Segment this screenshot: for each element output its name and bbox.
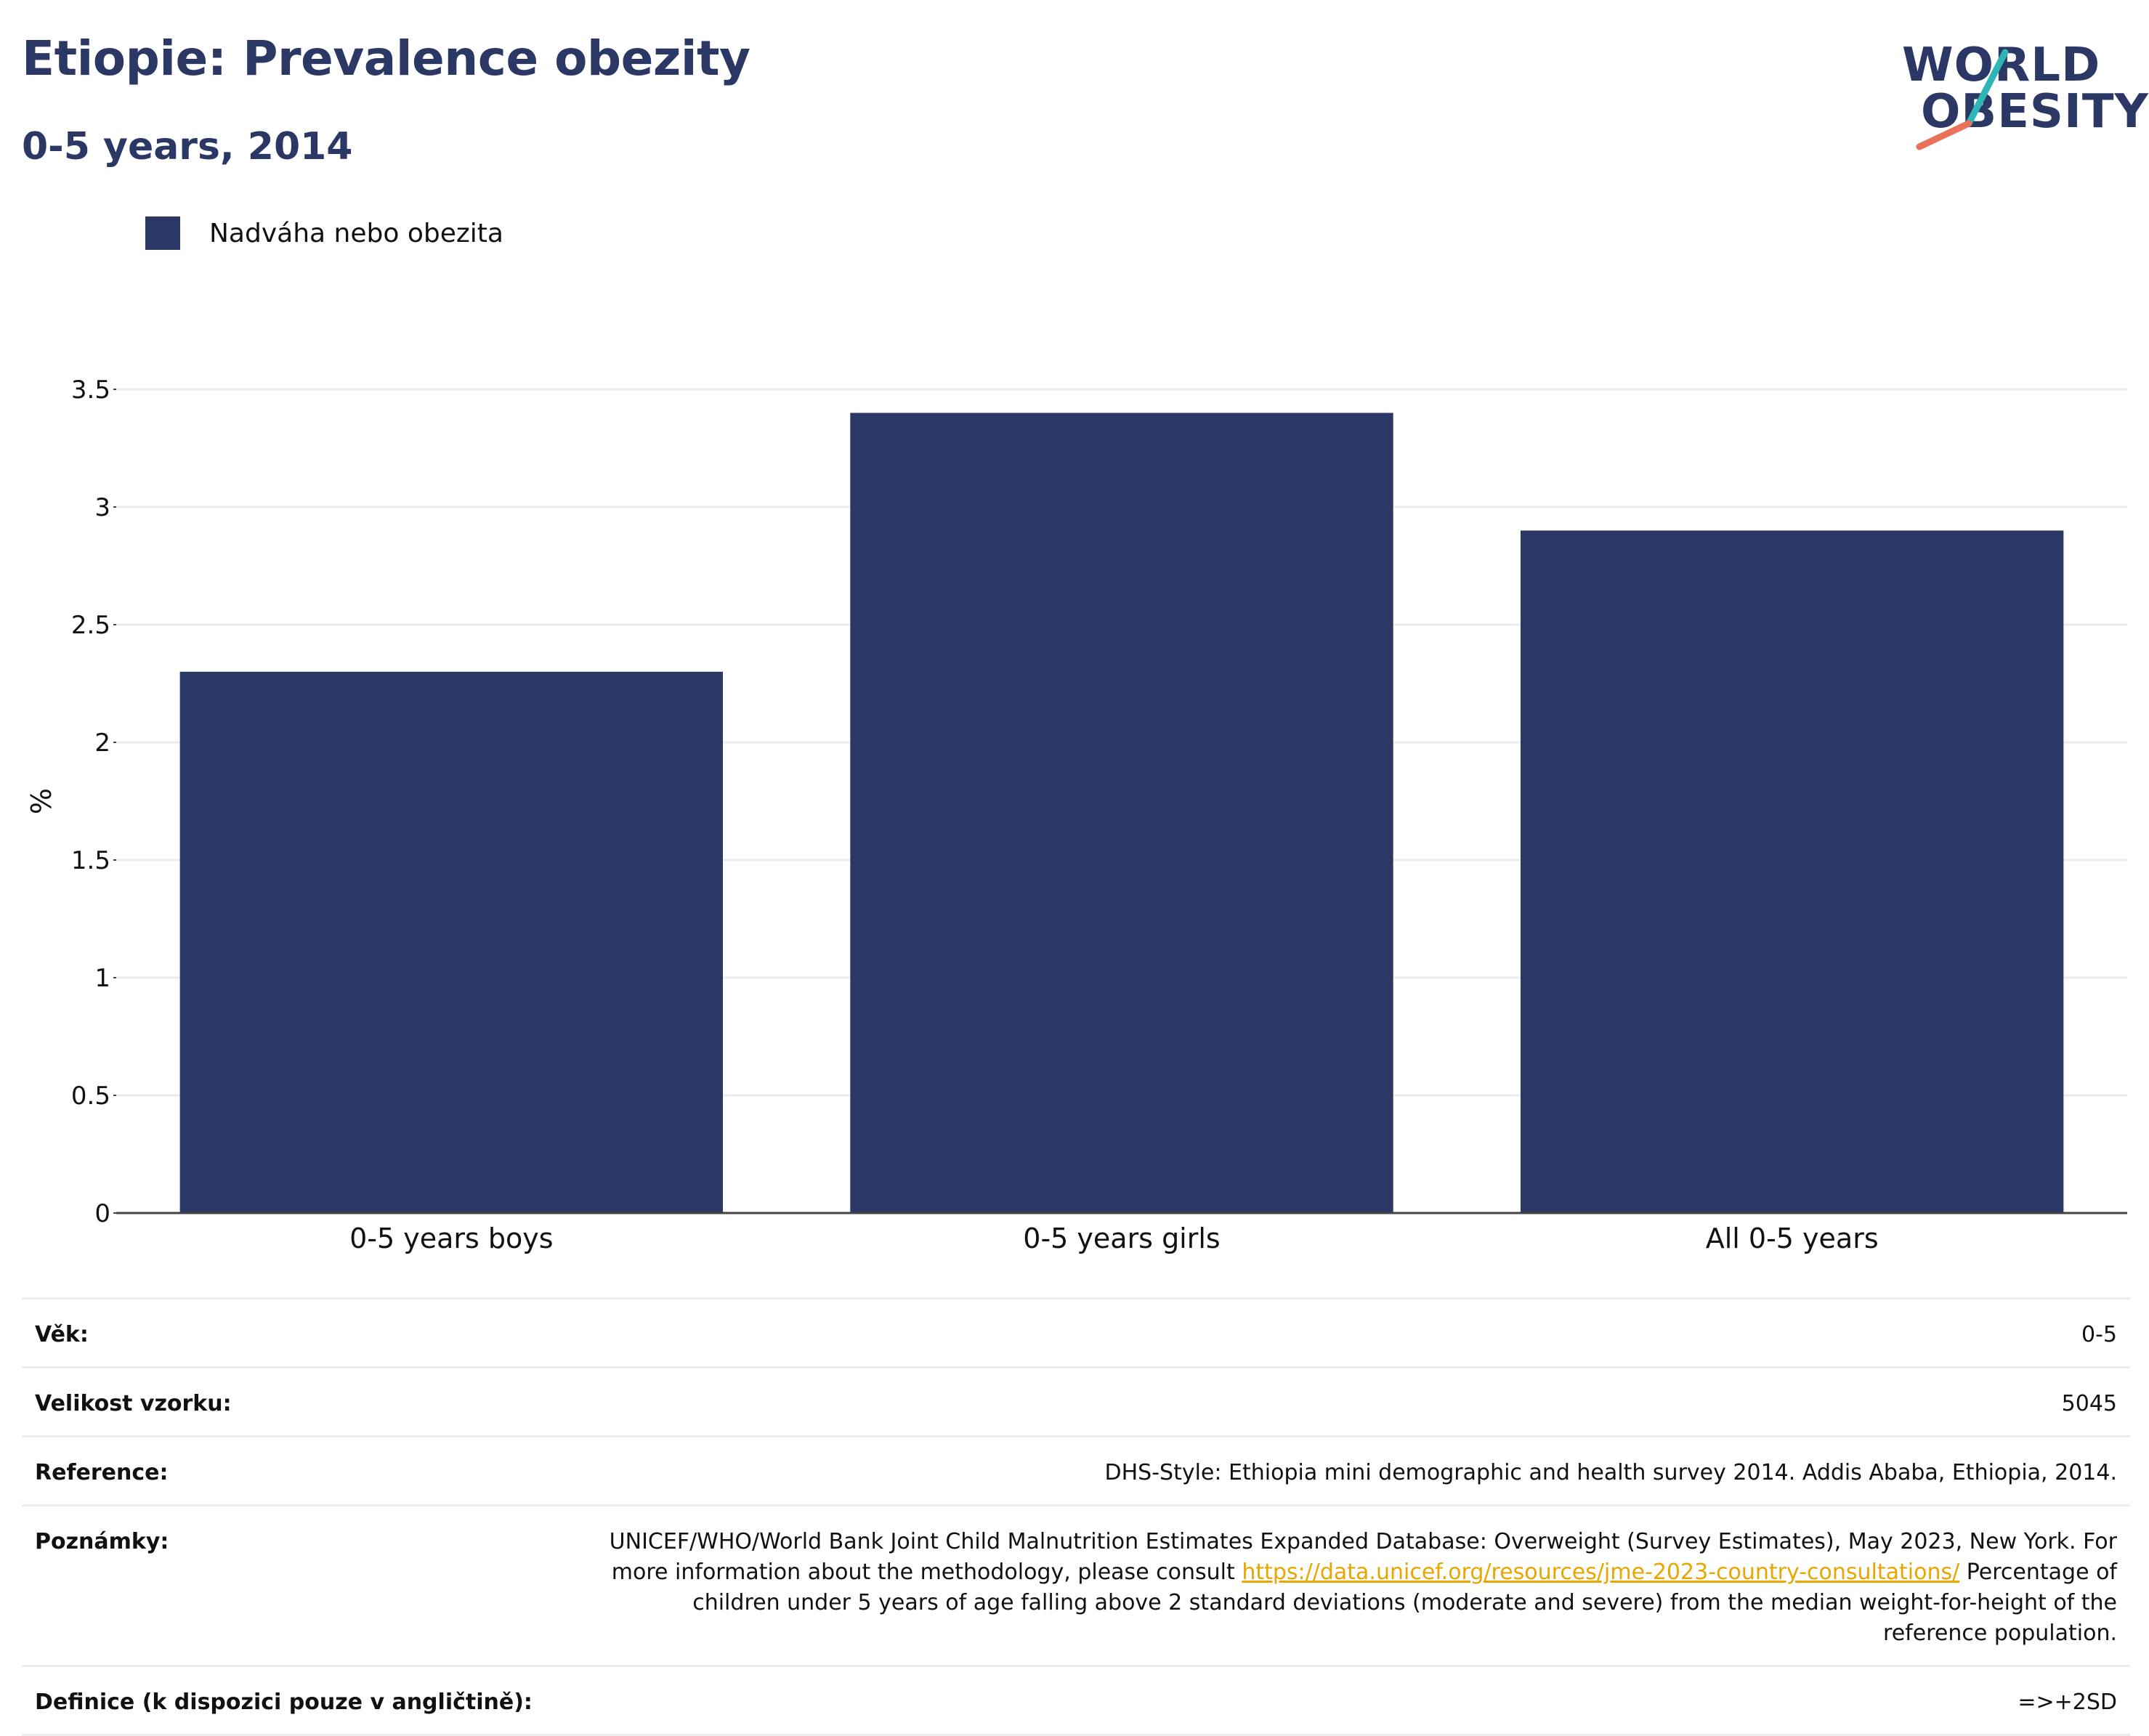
y-axis-label: % — [25, 788, 57, 814]
meta-age-value: 0-5 — [2081, 1322, 2117, 1347]
legend-label: Nadváha nebo obezita — [209, 218, 503, 248]
y-tick-label: 2.5 — [71, 611, 110, 640]
meta-reference-label: Reference: — [35, 1460, 169, 1485]
metadata-table: Věk: 0-5 Velikost vzorku: 5045 Reference… — [22, 1297, 2130, 1736]
chart-title: Etiopie: Prevalence obezity — [22, 31, 750, 86]
meta-sample-value: 5045 — [2061, 1391, 2117, 1416]
x-tick-label: All 0-5 years — [1706, 1222, 1879, 1254]
world-obesity-logo: WORLD OBESITY — [1889, 22, 2148, 153]
meta-definition-value: =>+2SD — [2018, 1690, 2117, 1715]
y-tick-label: 3.5 — [71, 376, 110, 405]
methodology-link[interactable]: https://data.unicef.org/resources/jme-20… — [1242, 1559, 1960, 1585]
meta-row-sample: Velikost vzorku: 5045 — [22, 1368, 2130, 1437]
chart-legend[interactable]: Nadváha nebo obezita — [145, 216, 503, 250]
bar — [850, 413, 1393, 1213]
logo-slash-coral — [1916, 120, 1972, 150]
meta-row-reference: Reference: DHS-Style: Ethiopia mini demo… — [22, 1437, 2130, 1506]
meta-notes-label: Poznámky: — [35, 1529, 169, 1554]
y-tick-label: 0.5 — [71, 1082, 110, 1111]
meta-row-definition: Definice (k dispozici pouze v angličtině… — [22, 1667, 2130, 1736]
logo-slash-teal — [1965, 49, 2009, 127]
y-tick-label: 2 — [94, 729, 110, 758]
meta-notes-text1: UNICEF/WHO/World Bank Joint Child Malnut… — [609, 1529, 2117, 1585]
x-tick-label: 0-5 years girls — [1023, 1222, 1220, 1254]
meta-notes-text2: Percentage of children under 5 years of … — [692, 1559, 2117, 1646]
meta-definition-label: Definice (k dispozici pouze v angličtině… — [35, 1690, 533, 1715]
y-tick-label: 1.5 — [71, 846, 110, 875]
meta-age-label: Věk: — [35, 1322, 89, 1347]
meta-row-age: Věk: 0-5 — [22, 1299, 2130, 1368]
meta-sample-label: Velikost vzorku: — [35, 1391, 232, 1416]
bar — [179, 671, 724, 1213]
x-tick-label: 0-5 years boys — [349, 1222, 553, 1254]
legend-swatch — [145, 216, 180, 250]
bar-chart: 0 0.5 1 1.5 2 2.5 3 3.5% 0-5 years boys 0-5 years… — [25, 376, 2127, 1254]
meta-notes-value: UNICEF/WHO/World Bank Joint Child Malnut… — [606, 1527, 2117, 1649]
y-tick-label: 1 — [94, 964, 110, 993]
bar — [1520, 530, 2064, 1213]
meta-reference-value: DHS-Style: Ethiopia mini demographic and… — [1104, 1460, 2118, 1485]
chart-subtitle: 0-5 years, 2014 — [22, 125, 353, 169]
logo-slash-icon — [1916, 49, 2009, 150]
y-tick-label: 3 — [94, 493, 110, 522]
y-tick-label: 0 — [94, 1199, 110, 1228]
meta-row-notes: Poznámky: UNICEF/WHO/World Bank Joint Ch… — [22, 1506, 2130, 1667]
